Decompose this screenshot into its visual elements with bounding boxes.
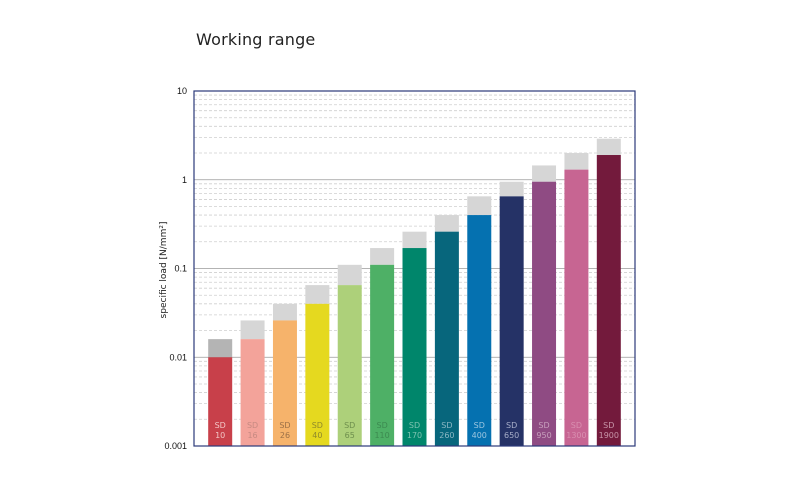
- bar-label-number: 260: [439, 431, 454, 440]
- bar-label-number: 16: [247, 431, 257, 440]
- chart-title: Working range: [196, 30, 316, 49]
- bar-label-number: 26: [280, 431, 290, 440]
- bar-sd-1900: [596, 155, 621, 446]
- bar-sd-400: [467, 215, 492, 446]
- y-tick-labels: 10 1 0.1 0.01 0.001: [164, 86, 187, 451]
- bar-max-cap: [434, 215, 459, 232]
- bar-max-cap: [402, 231, 427, 249]
- bar-label-prefix: SD: [474, 421, 485, 430]
- bar-label-prefix: SD: [603, 421, 614, 430]
- bar-label-prefix: SD: [279, 421, 290, 430]
- bar-label-prefix: SD: [538, 421, 549, 430]
- bar-label-prefix: SD: [344, 421, 355, 430]
- y-tick-label: 0.1: [174, 264, 187, 274]
- bar-max-cap: [305, 285, 330, 304]
- bar-label-number: 110: [374, 431, 389, 440]
- bar-max-cap: [532, 165, 557, 182]
- bar-sd-110: [370, 264, 395, 446]
- bar-max-cap: [499, 181, 524, 197]
- bar-label-number: 400: [472, 431, 487, 440]
- bar-max-cap: [596, 138, 621, 156]
- bar-label-number: 65: [345, 431, 355, 440]
- bar-max-cap: [337, 264, 362, 286]
- bar-label-prefix: SD: [215, 421, 226, 430]
- bar-sd-16: [240, 339, 265, 446]
- plot-frame: [193, 90, 636, 447]
- bar-label-number: 1300: [566, 431, 586, 440]
- bar-label-prefix: SD: [441, 421, 452, 430]
- y-tick-label: 10: [177, 86, 187, 96]
- bar-max-cap: [467, 196, 492, 216]
- y-tick-label: 1: [182, 175, 187, 185]
- y-axis-label: specific load [N/mm²]: [159, 222, 169, 319]
- bar-label-number: 170: [407, 431, 422, 440]
- y-tick-label: 0.01: [169, 352, 187, 362]
- bar-sd-260: [434, 231, 459, 446]
- bar-sd-40: [305, 303, 330, 446]
- bar-label-prefix: SD: [376, 421, 387, 430]
- bar-label-prefix: SD: [312, 421, 323, 430]
- bar-sd-650: [499, 196, 524, 446]
- bar-sd-950: [532, 181, 557, 446]
- y-tick-label: 0.001: [164, 441, 187, 451]
- bar-max-cap: [208, 339, 233, 358]
- bar-sd-1300: [564, 169, 589, 447]
- bar-label-prefix: SD: [506, 421, 517, 430]
- bar-sd-65: [337, 285, 362, 446]
- bar-label-number: 650: [504, 431, 519, 440]
- bar-sd-170: [402, 248, 427, 446]
- bar-label-prefix: SD: [409, 421, 420, 430]
- bar-label-number: 10: [215, 431, 225, 440]
- axis-layer: [193, 90, 636, 447]
- bar-max-cap: [240, 320, 265, 340]
- bar-sd-10: [208, 357, 233, 446]
- bar-label-number: 950: [536, 431, 551, 440]
- bar-sd-26: [272, 320, 297, 446]
- bar-label-prefix: SD: [247, 421, 258, 430]
- bar-label-prefix: SD: [571, 421, 582, 430]
- bar-max-cap: [370, 248, 395, 265]
- bar-max-cap: [564, 153, 589, 170]
- bar-max-cap: [272, 303, 297, 321]
- bar-label-number: 1900: [599, 431, 619, 440]
- bar-label-number: 40: [312, 431, 322, 440]
- bar-layer: SD10SD16SD26SD40SD65SD110SD170SD260SD400…: [208, 138, 621, 447]
